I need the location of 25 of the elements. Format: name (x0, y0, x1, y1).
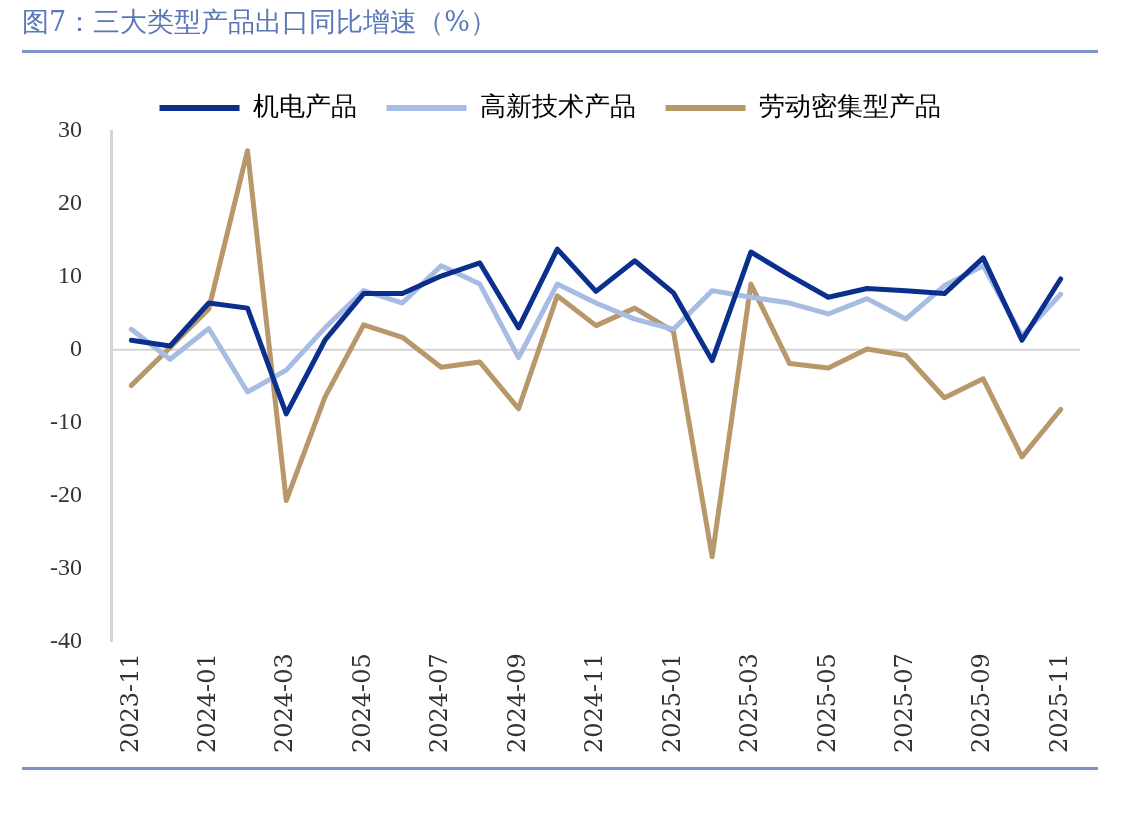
x-tick-label: 2024-03 (270, 653, 299, 754)
x-tick-label: 2024-05 (347, 653, 376, 754)
x-tick-label: 2025-03 (735, 653, 764, 754)
y-tick-label: -20 (49, 480, 82, 507)
legend-label: 机电产品 (252, 90, 357, 121)
y-tick-label: -30 (49, 553, 82, 580)
x-tick-label: 2025-01 (657, 653, 686, 754)
y-tick-label: 20 (57, 189, 82, 216)
y-tick-label: 30 (57, 116, 82, 143)
x-tick-label: 2025-09 (967, 653, 996, 754)
x-tick-label: 2025-11 (1044, 653, 1073, 754)
y-tick-label: -10 (49, 407, 82, 434)
x-tick-label: 2024-01 (193, 653, 222, 754)
x-tick-label: 2024-11 (580, 653, 609, 754)
x-tick-label: 2024-09 (502, 653, 531, 754)
x-tick-label: 2025-05 (812, 653, 841, 754)
chart-title: 图7：三大类型产品出口同比增速（%） (22, 5, 497, 39)
x-tick-label: 2025-07 (889, 653, 918, 754)
legend-label: 高新技术产品 (479, 90, 636, 121)
legend-label: 劳动密集型产品 (758, 90, 941, 121)
x-tick-label: 2023-11 (115, 653, 144, 754)
y-tick-label: -40 (49, 626, 82, 653)
x-tick-label: 2024-07 (425, 653, 454, 754)
y-tick-label: 0 (69, 334, 82, 361)
y-tick-label: 10 (57, 262, 82, 289)
